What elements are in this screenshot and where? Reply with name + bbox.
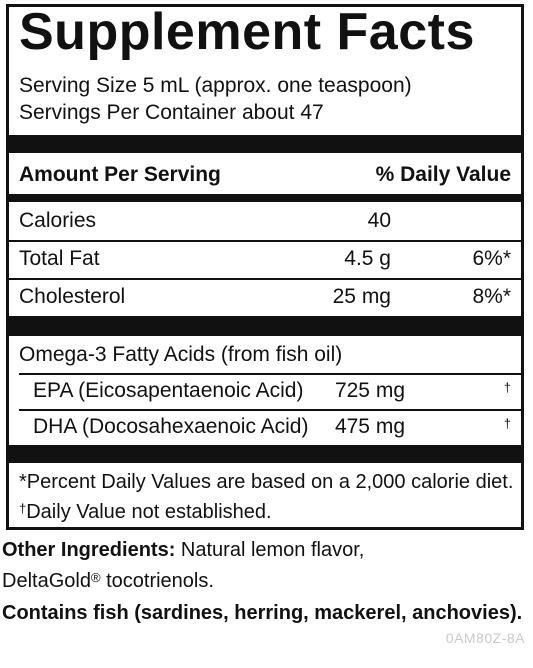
other-ingredients-line2: DeltaGold® tocotrienols.: [2, 568, 214, 594]
amount-per-serving-header: Amount Per Serving: [19, 163, 221, 186]
header-row: Amount Per Serving % Daily Value: [19, 159, 511, 191]
footnote-percent-dv: *Percent Daily Values are based on a 2,0…: [19, 471, 514, 493]
panel-title: Supplement Facts: [19, 3, 475, 61]
thick-divider-top: [9, 135, 521, 153]
other-ingredients-label: Other Ingredients:: [2, 539, 176, 561]
nutrient-row-total-fat: Total Fat 4.5 g 6%*: [19, 243, 511, 275]
omega-item-dv: †: [503, 416, 511, 431]
omega-item-dha: DHA (Docosahexaenoic Acid) 475 mg †: [33, 411, 511, 443]
omega-label: Omega-3 Fatty Acids (from fish oil): [19, 343, 343, 366]
supplement-facts-panel: Supplement Facts Serving Size 5 mL (appr…: [6, 3, 524, 530]
footnote-not-established: †Daily Value not established.: [19, 499, 272, 525]
nutrient-label: Total Fat: [19, 247, 100, 270]
footnote-text: Daily Value not established.: [26, 501, 272, 523]
brand-name: DeltaGold: [2, 570, 91, 592]
thick-divider-bottom: [9, 445, 521, 463]
daily-value-header: % Daily Value: [375, 163, 511, 186]
nutrient-dv: 8%*: [472, 285, 511, 308]
row-rule: [9, 278, 521, 280]
dagger-mark: †: [19, 501, 27, 516]
omega-item-epa: EPA (Eicosapentaenoic Acid) 725 mg †: [33, 375, 511, 407]
omega-item-amount: 475 mg: [334, 415, 405, 438]
nutrient-label: Cholesterol: [19, 285, 126, 308]
row-rule: [19, 373, 521, 375]
medium-divider: [9, 194, 521, 202]
nutrient-dv: 6%*: [472, 247, 511, 270]
other-ingredients-line1: Other Ingredients: Natural lemon flavor,: [2, 537, 364, 563]
omega-row: Omega-3 Fatty Acids (from fish oil): [19, 339, 511, 371]
product-code: 0AM80Z-8A: [445, 630, 525, 646]
nutrient-row-calories: Calories 40: [19, 205, 511, 237]
registered-mark: ®: [90, 570, 101, 585]
row-rule: [9, 240, 521, 242]
other-ingredients-text: Natural lemon flavor,: [175, 539, 365, 561]
nutrient-amount: 4.5 g: [344, 247, 391, 270]
omega-item-label: EPA (Eicosapentaenoic Acid): [33, 379, 304, 402]
nutrient-label: Calories: [19, 209, 97, 232]
omega-item-label: DHA (Docosahexaenoic Acid): [33, 415, 309, 438]
thick-divider-middle: [9, 316, 521, 336]
other-ingredients-text-2: tocotrienols.: [100, 570, 214, 592]
allergen-statement: Contains fish (sardines, herring, macker…: [2, 602, 523, 624]
serving-size: Serving Size 5 mL (approx. one teaspoon): [19, 74, 412, 97]
omega-item-dv: †: [503, 380, 511, 395]
nutrient-row-cholesterol: Cholesterol 25 mg 8%*: [19, 281, 511, 313]
nutrient-amount: 40: [367, 209, 391, 232]
omega-item-amount: 725 mg: [334, 379, 405, 402]
nutrient-amount: 25 mg: [332, 285, 391, 308]
row-rule: [19, 409, 521, 411]
servings-per-container: Servings Per Container about 47: [19, 101, 324, 124]
